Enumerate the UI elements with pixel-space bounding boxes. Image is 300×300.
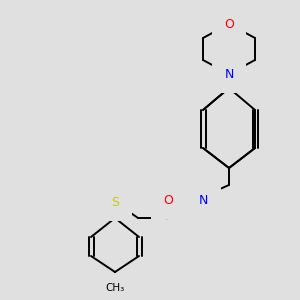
Text: N: N: [199, 194, 208, 206]
Text: S: S: [111, 196, 119, 208]
Text: N: N: [224, 68, 234, 80]
Text: CH₃: CH₃: [105, 283, 124, 293]
Text: O: O: [163, 194, 173, 206]
Text: H: H: [187, 195, 195, 205]
Text: O: O: [224, 17, 234, 31]
